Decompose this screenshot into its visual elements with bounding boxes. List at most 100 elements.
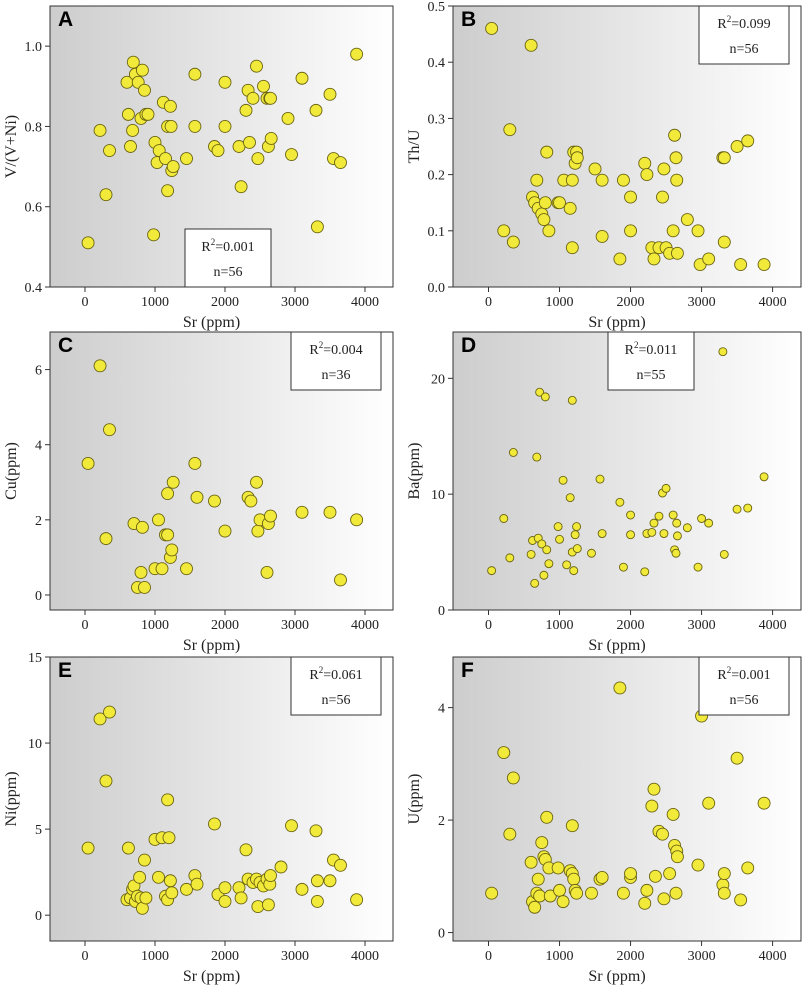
data-point [180, 562, 193, 576]
data-point [562, 560, 572, 570]
data-point [503, 123, 517, 137]
stats-legend: R2=0.011 n=55 [607, 331, 695, 391]
data-point [161, 528, 175, 542]
data-point [697, 514, 707, 523]
x-axis-title: Sr (ppm) [183, 314, 240, 331]
data-point [640, 883, 654, 897]
data-point [310, 874, 324, 888]
data-point [251, 152, 265, 165]
data-point [159, 152, 172, 165]
stats-legend-box [290, 656, 382, 716]
data-point [569, 566, 579, 576]
data-point [147, 228, 161, 242]
data-point [570, 886, 584, 900]
stats-legend: R2=0.061 n=56 [290, 656, 382, 716]
data-point [135, 520, 149, 534]
x-axis-title: Sr (ppm) [588, 314, 645, 331]
data-point [587, 548, 596, 558]
data-point [567, 872, 581, 886]
data-point [531, 872, 545, 886]
r-squared-label: R2=0.061 [309, 665, 362, 683]
y-axis-title: Th/U [406, 129, 423, 163]
data-point [682, 523, 692, 533]
data-point [138, 853, 151, 867]
data-point [645, 799, 659, 813]
data-point [734, 258, 748, 271]
data-point [163, 99, 177, 113]
data-point [648, 869, 662, 883]
data-point [526, 549, 536, 559]
data-point [152, 870, 165, 884]
y-tick-label: 0.3 [428, 112, 446, 127]
data-point [647, 782, 661, 796]
data-point [669, 151, 683, 165]
stats-legend: R2=0.001 n=56 [698, 656, 790, 716]
stats-legend: R2=0.004 n=36 [290, 331, 382, 391]
y-tick-label: 0 [35, 589, 42, 604]
data-point [638, 156, 652, 170]
data-point [719, 549, 729, 559]
data-point [730, 751, 744, 765]
data-point [539, 570, 549, 580]
data-point [624, 867, 638, 880]
data-point [540, 392, 550, 402]
data-point [666, 808, 680, 821]
data-point [670, 173, 684, 187]
data-point [218, 524, 232, 538]
data-point [103, 423, 116, 437]
data-point [535, 836, 549, 850]
r-squared-label: R2=0.099 [717, 14, 770, 32]
data-point [691, 224, 705, 238]
data-point [190, 877, 204, 891]
data-point [533, 889, 547, 903]
data-point [244, 494, 258, 508]
data-point [668, 128, 682, 142]
data-point [164, 119, 178, 133]
data-point [524, 38, 538, 52]
data-point [323, 505, 337, 519]
data-point [350, 513, 364, 527]
data-point [188, 119, 202, 133]
y-tick-label: 20 [431, 372, 445, 387]
x-tick-label: 4000 [759, 295, 787, 310]
data-point [103, 705, 116, 719]
stats-legend-box [607, 331, 695, 391]
data-point [730, 140, 744, 153]
x-axis-title: Sr (ppm) [183, 968, 240, 985]
data-point [103, 144, 116, 157]
x-tick-label: 1000 [141, 618, 169, 633]
y-tick-label: 0.4 [428, 56, 446, 71]
data-point [234, 891, 248, 905]
y-tick-label: 5 [35, 823, 42, 838]
data-point [285, 148, 298, 161]
x-tick-label: 4000 [351, 618, 379, 633]
data-point [661, 483, 671, 493]
data-point [295, 71, 309, 85]
panel-letter: C [58, 334, 73, 357]
data-point [141, 107, 155, 121]
data-point [691, 858, 705, 872]
data-point [81, 841, 95, 855]
data-point [553, 196, 566, 210]
data-point [657, 892, 671, 906]
data-point [624, 190, 638, 204]
data-point [218, 881, 232, 895]
data-point [668, 510, 678, 520]
x-tick-label: 3000 [281, 949, 309, 964]
data-point [155, 562, 169, 576]
data-point [565, 819, 579, 833]
data-point [261, 898, 275, 912]
data-point [124, 140, 137, 153]
data-point [595, 229, 609, 243]
data-point [638, 896, 652, 910]
data-point [613, 252, 627, 266]
stats-legend-box [698, 5, 790, 65]
data-point [139, 891, 153, 905]
data-point [532, 452, 542, 462]
panel-letter: B [461, 8, 476, 31]
data-point [553, 883, 566, 897]
data-point [565, 241, 579, 255]
x-axis-title: Sr (ppm) [588, 637, 645, 654]
data-point [597, 529, 607, 538]
